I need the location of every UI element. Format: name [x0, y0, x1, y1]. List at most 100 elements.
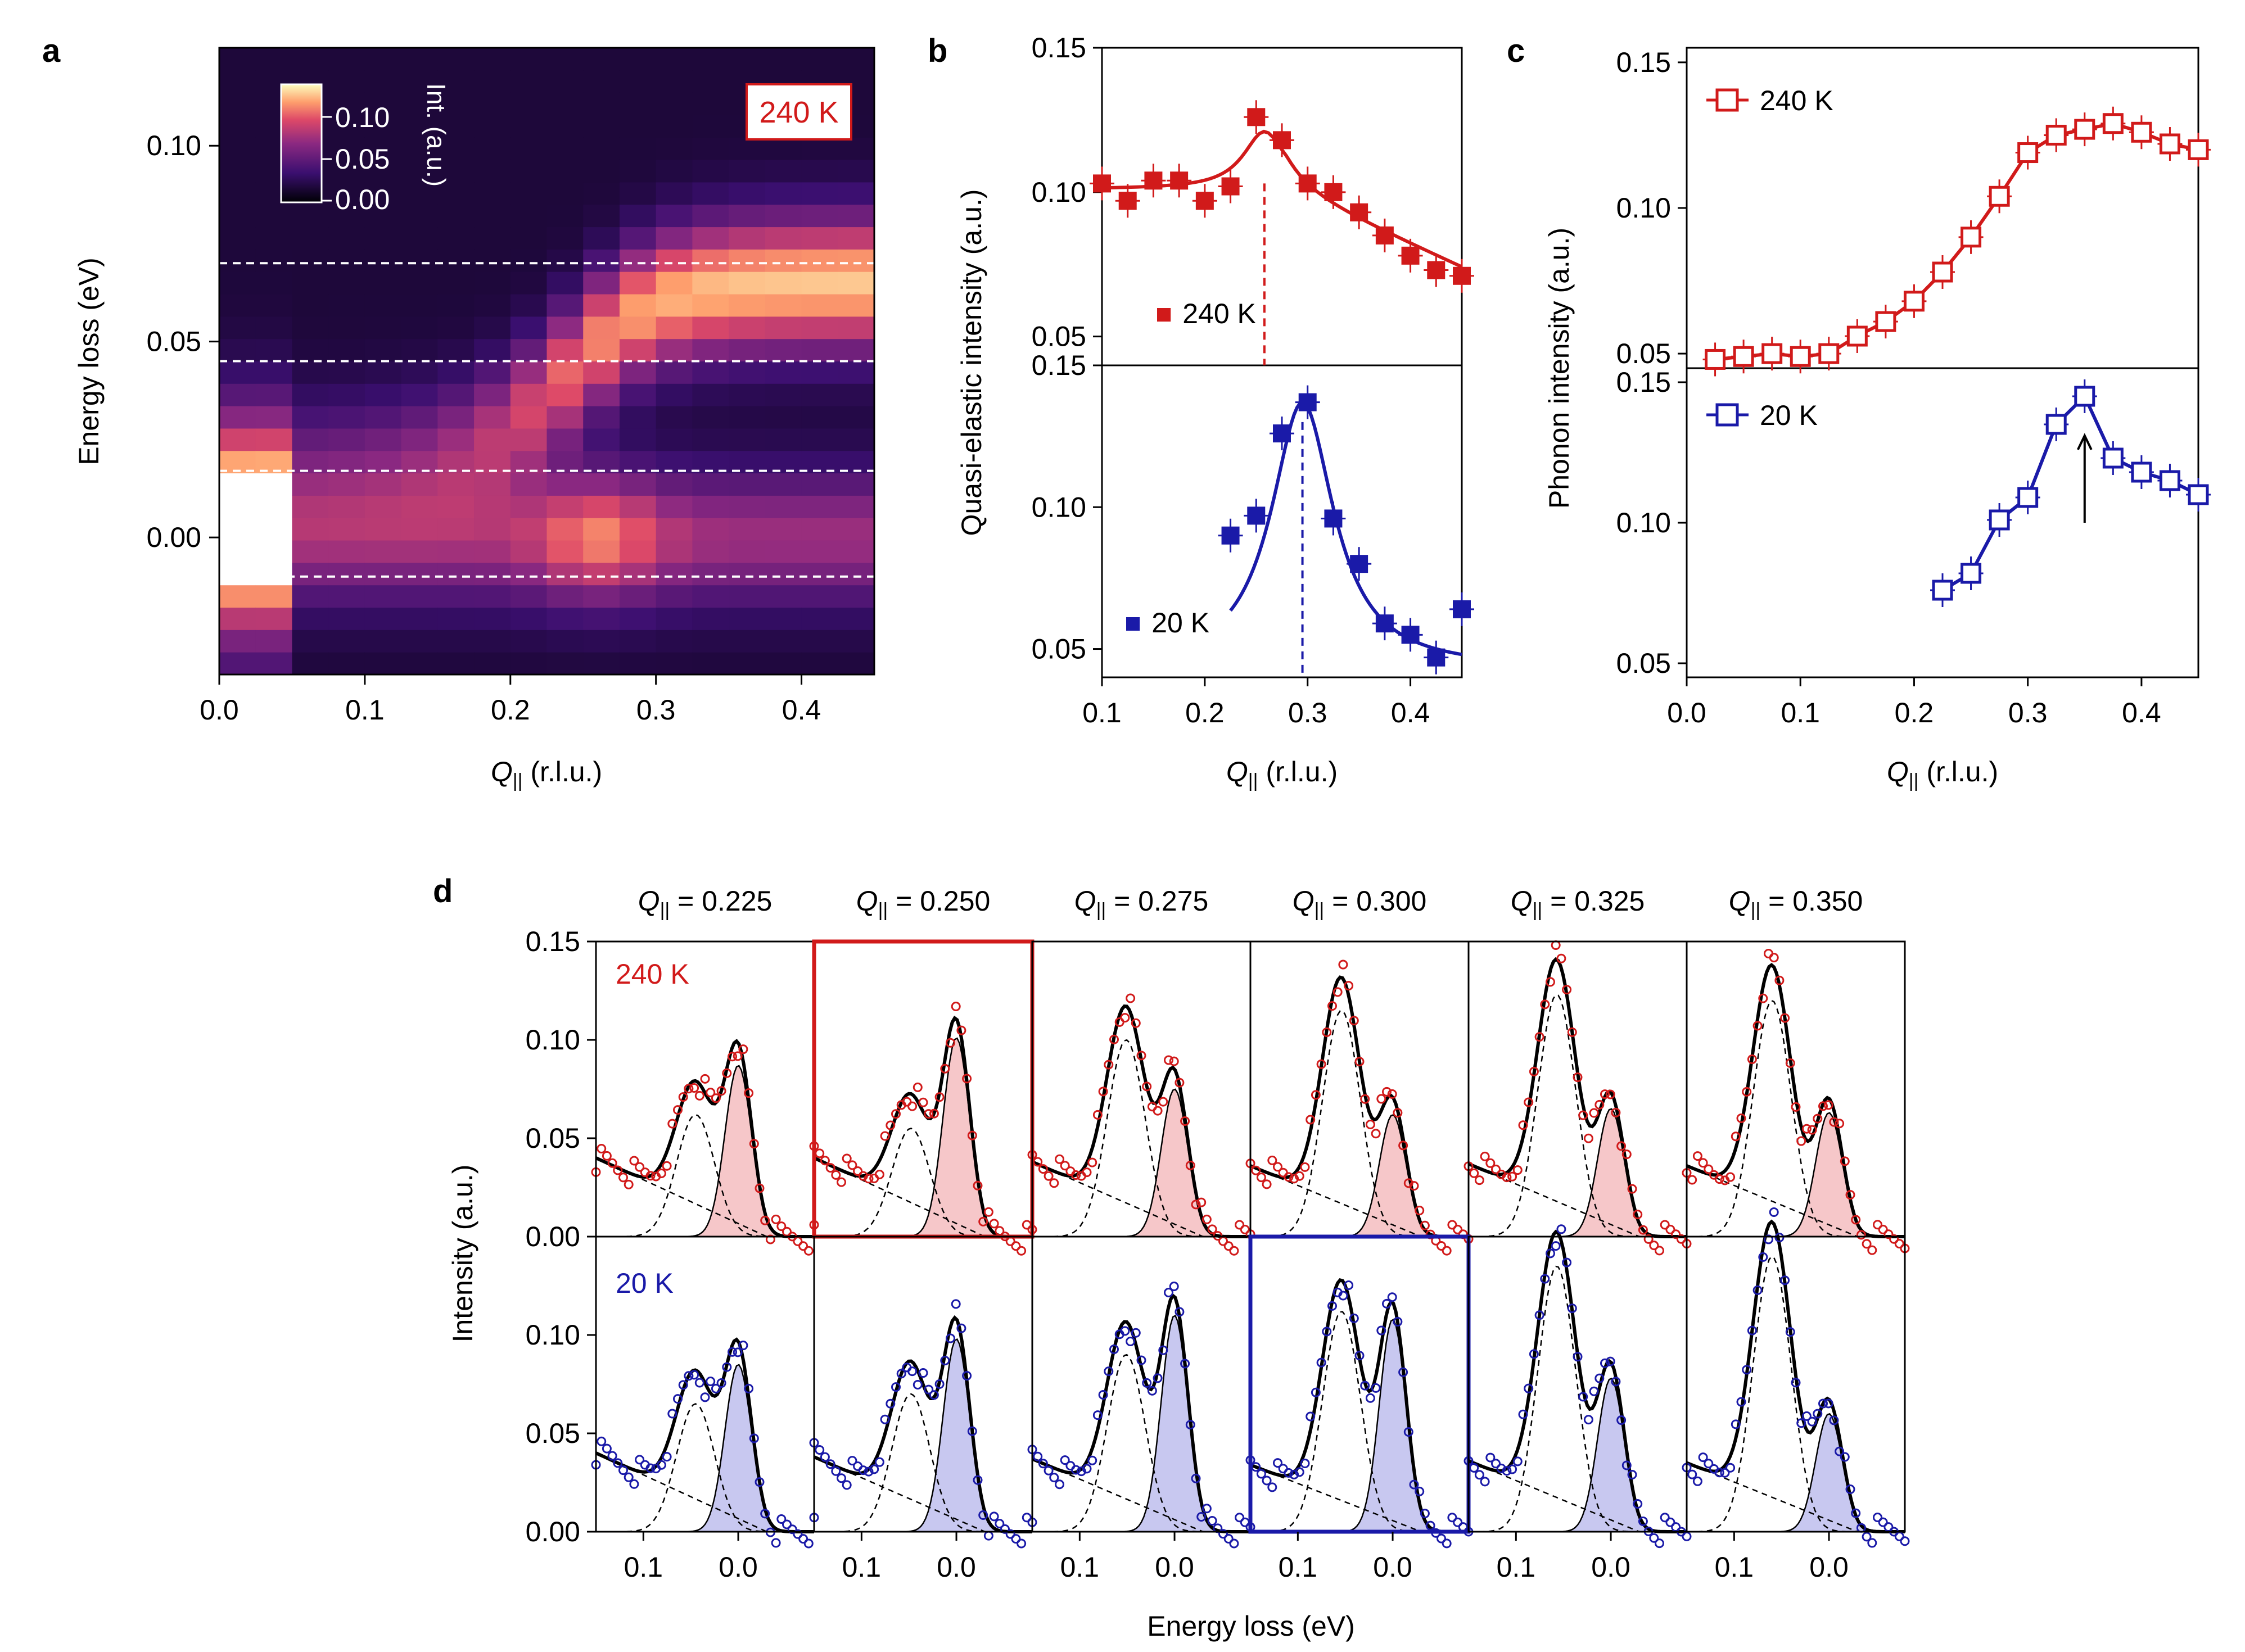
spectrum-cell	[1682, 940, 1910, 1255]
data-point	[1698, 1158, 1708, 1168]
data-point	[1616, 1415, 1627, 1425]
heatmap-cell	[656, 473, 693, 496]
heatmap-cell	[328, 406, 365, 429]
heatmap-cell	[510, 70, 547, 93]
data-point	[891, 1109, 901, 1119]
data-point	[1147, 1386, 1157, 1396]
panel-d: d Q|| = 0.225 Q|| = 0.250 Q|| = 0.275 Q|| =…	[433, 873, 1910, 1642]
heatmap-cell	[364, 271, 402, 295]
heatmap-cell	[474, 383, 511, 406]
data-point	[946, 1038, 955, 1048]
heatmap-cell	[546, 383, 584, 406]
heatmap-cell	[619, 585, 657, 608]
data-point	[629, 1156, 639, 1166]
heatmap-cell	[328, 227, 365, 250]
heatmap-cell	[656, 383, 693, 406]
x-axis-label: Q|| (r.l.u.)	[491, 756, 602, 791]
data-point	[760, 1215, 770, 1225]
heatmap-cell	[474, 450, 511, 474]
spectrum-cell	[1027, 940, 1255, 1256]
y-tick-label: 0.00	[147, 522, 201, 553]
heatmap-cell	[437, 160, 475, 183]
heatmap-cell	[729, 518, 766, 541]
heatmap-cell	[583, 450, 620, 474]
data-point	[1731, 1419, 1741, 1429]
heatmap-cell	[364, 249, 402, 272]
data-point	[1605, 1356, 1615, 1366]
data-point	[1627, 1470, 1637, 1480]
data-point	[1289, 1469, 1299, 1479]
data-point	[1578, 1110, 1588, 1120]
heatmap-cell	[801, 495, 838, 518]
q-header: Q|| = 0.250	[856, 885, 991, 921]
legend-bottom: ■ 20 K	[1124, 607, 1209, 639]
heatmap-cell	[510, 652, 547, 675]
data-point	[842, 1480, 852, 1490]
heatmap-cell	[619, 338, 657, 361]
heatmap-cell	[765, 562, 802, 586]
heatmap-cell	[510, 428, 547, 451]
heatmap-cell	[692, 406, 729, 429]
heatmap-cell	[619, 607, 657, 630]
data-point	[803, 1246, 814, 1256]
data-point	[1845, 1190, 1855, 1200]
data-point	[1158, 1097, 1168, 1107]
data-point	[1060, 1161, 1070, 1171]
data-point	[1185, 1420, 1195, 1430]
heatmap-cell	[656, 137, 693, 160]
data-point	[1360, 1094, 1370, 1104]
heatmap-cell	[255, 495, 292, 518]
y-axis-label: Energy loss (eV)	[73, 257, 105, 465]
data-point	[1873, 1220, 1882, 1230]
data-point	[1736, 1113, 1746, 1123]
data-point	[673, 1394, 683, 1404]
heatmap-cell	[510, 115, 547, 138]
heatmap-cell	[546, 473, 584, 496]
data-point	[1196, 1197, 1207, 1207]
data-point	[1427, 648, 1446, 667]
data-point	[1704, 1459, 1714, 1469]
data-point	[2159, 133, 2180, 155]
heatmap-cell	[401, 182, 438, 205]
data-point	[1671, 1229, 1681, 1239]
data-point	[1420, 1220, 1430, 1230]
heatmap-cell	[765, 249, 802, 272]
data-point	[1801, 1124, 1812, 1134]
data-point	[1705, 348, 1726, 370]
data-point	[1109, 1344, 1119, 1354]
heatmap-cell	[546, 630, 584, 653]
heatmap-cell	[801, 227, 838, 250]
data-point	[1655, 1246, 1664, 1256]
data-point	[678, 1380, 688, 1390]
y-axis-label: Quasi-elastic intensity (a.u.)	[956, 189, 987, 536]
heatmap-cell	[510, 361, 547, 384]
data-point	[744, 1383, 754, 1393]
heatmap-cell	[474, 585, 511, 608]
heatmap-cell	[364, 294, 402, 317]
data-point	[1267, 1155, 1277, 1165]
data-point	[722, 1362, 732, 1372]
data-point	[1393, 1108, 1403, 1118]
x-tick-label: 0.1	[1279, 1551, 1318, 1583]
data-point	[733, 1347, 743, 1357]
data-point	[738, 1044, 748, 1054]
heatmap-cell	[801, 473, 838, 496]
heatmap-cell	[801, 585, 838, 608]
data-point	[1856, 1230, 1866, 1240]
heatmap-cell	[656, 406, 693, 429]
x-axis-label: Q|| (r.l.u.)	[1887, 756, 1998, 791]
heatmap-cell	[692, 495, 729, 518]
data-point	[635, 1455, 645, 1465]
spectrum-cell: 0.1 0.0	[1245, 1234, 1474, 1583]
data-point	[1087, 1157, 1097, 1167]
heatmap-cell	[546, 540, 584, 563]
heatmap-cell	[765, 540, 802, 563]
heatmap-cell	[729, 160, 766, 183]
heatmap-cell	[474, 338, 511, 361]
heatmap-cell	[583, 630, 620, 653]
data-point	[1120, 1326, 1130, 1336]
heatmap-cell	[546, 495, 584, 518]
total-fit-curve	[1686, 962, 1905, 1238]
elastic-fill	[1032, 1315, 1250, 1532]
data-point	[825, 1163, 835, 1173]
